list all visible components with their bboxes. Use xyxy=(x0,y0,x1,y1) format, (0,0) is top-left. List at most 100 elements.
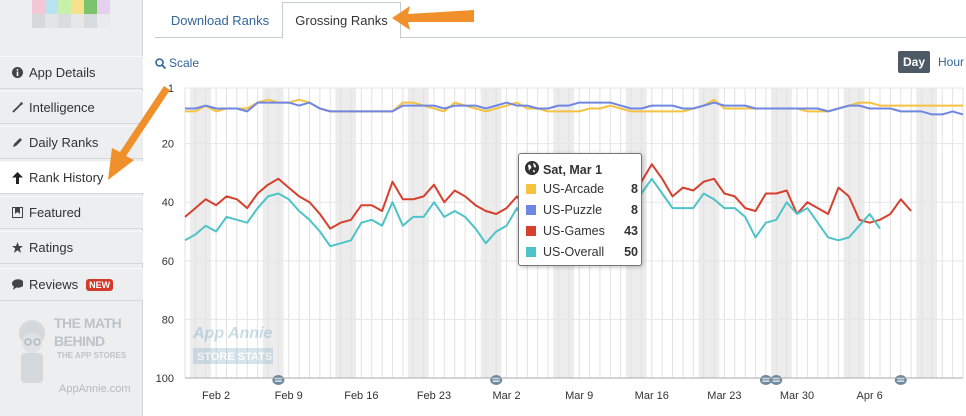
annotation-comment-icon[interactable] xyxy=(770,375,783,385)
annotation-line xyxy=(274,378,282,380)
series-name: US-Arcade xyxy=(543,182,605,196)
annotation-bubble xyxy=(759,375,772,385)
x-tick-label: Mar 2 xyxy=(493,390,521,402)
annotation-bubble xyxy=(770,375,783,385)
annotation-line xyxy=(897,380,905,382)
tutorial-arrow-tabs xyxy=(392,6,474,30)
series-value: 50 xyxy=(624,245,638,259)
legend-swatch xyxy=(526,247,536,257)
sidebar: App Details Intelligence Daily Ranks Ran… xyxy=(0,0,144,416)
y-tick-label: 100 xyxy=(156,373,174,385)
series-name: US-Games xyxy=(543,224,605,238)
annotation-bubble xyxy=(894,375,907,385)
y-tick-label: 1 xyxy=(168,83,174,95)
tutorial-arrow-sidebar xyxy=(108,86,170,180)
series-value: 43 xyxy=(624,224,638,238)
day-button[interactable]: Day xyxy=(898,51,930,73)
sidebar-item-label: Ratings xyxy=(29,240,74,255)
star-icon xyxy=(12,242,23,253)
annotation-line xyxy=(762,380,770,382)
tooltip-row-puzzle: US-Puzzle 8 xyxy=(526,201,638,219)
promo-title-2: BEHIND xyxy=(54,333,105,349)
rank-tabs: Download Ranks Grossing Ranks xyxy=(155,0,966,39)
pencil-icon xyxy=(12,137,23,148)
x-tick-label: Mar 9 xyxy=(565,390,593,402)
promo-banner[interactable]: THE MATH BEHIND THE APP STORES AppAnnie.… xyxy=(12,315,132,400)
annotation-comment-icon[interactable] xyxy=(759,375,772,385)
tooltip-row-games: US-Games 43 xyxy=(526,222,638,240)
rank-history-chart[interactable]: App Annie STORE STATS 1 20 40 60 80 100 Feb 2… xyxy=(155,78,966,416)
x-tick-label: Mar 23 xyxy=(707,390,741,402)
annie-illustration-icon xyxy=(19,320,45,383)
x-tick-label: Feb 9 xyxy=(275,390,303,402)
y-tick-label: 80 xyxy=(162,314,174,326)
series-value: 8 xyxy=(631,203,638,217)
y-axis-ticks: 1 20 40 60 80 100 xyxy=(156,83,174,385)
y-tick-label: 20 xyxy=(162,139,174,151)
series-name: US-Puzzle xyxy=(543,203,603,217)
comment-icon xyxy=(12,279,23,290)
sidebar-item-app-details[interactable]: App Details xyxy=(0,56,143,89)
annotation-bubble xyxy=(272,375,285,385)
hour-button[interactable]: Hour xyxy=(938,55,965,69)
sidebar-item-label: Rank History xyxy=(29,170,104,185)
arrow-up-icon xyxy=(12,171,23,184)
sidebar-item-label: Daily Ranks xyxy=(29,135,99,150)
annotation-line xyxy=(897,378,905,380)
sidebar-item-rank-history[interactable]: Rank History xyxy=(0,161,144,194)
app-icon[interactable] xyxy=(32,0,110,50)
tab-download-ranks[interactable]: Download Ranks xyxy=(170,12,270,28)
watermark-line1: App Annie xyxy=(192,325,273,342)
annotation-line xyxy=(492,380,500,382)
sidebar-item-label: Intelligence xyxy=(29,100,95,115)
x-axis-ticks: Feb 2 Feb 9 Feb 16 Feb 23 Mar 2 Mar 9 Mar 16 Ma… xyxy=(202,390,883,402)
sidebar-item-ratings[interactable]: Ratings xyxy=(0,231,143,264)
globe-icon xyxy=(525,161,539,175)
zoom-icon xyxy=(155,57,166,69)
y-tick-label: 40 xyxy=(162,197,174,209)
x-tick-label: Mar 16 xyxy=(635,390,669,402)
x-tick-label: Apr 6 xyxy=(856,390,882,402)
annotation-line xyxy=(274,380,282,382)
tooltip-row-overall: US-Overall 50 xyxy=(526,243,638,261)
promo-subtitle: THE APP STORES xyxy=(57,351,127,360)
promo-title: THE MATH xyxy=(54,315,122,331)
new-badge: NEW xyxy=(86,278,114,291)
scale-button[interactable]: Scale xyxy=(155,56,199,70)
tooltip-date: Sat, Mar 1 xyxy=(543,163,603,177)
vertical-gridlines xyxy=(184,88,964,378)
scale-label: Scale xyxy=(169,56,200,70)
series-value: 8 xyxy=(631,182,638,196)
tab-grossing-ranks[interactable]: Grossing Ranks xyxy=(282,2,401,39)
x-tick-label: Mar 30 xyxy=(780,390,814,402)
tooltip-row-arcade: US-Arcade 8 xyxy=(526,180,638,198)
sidebar-item-label: App Details xyxy=(29,65,96,80)
annotation-comment-icon[interactable] xyxy=(272,375,285,385)
annotation-line xyxy=(772,380,780,382)
sidebar-item-featured[interactable]: Featured xyxy=(0,196,143,229)
annotation-line xyxy=(762,378,770,380)
legend-swatch xyxy=(526,205,536,215)
legend-swatch xyxy=(526,226,536,236)
sidebar-item-label: Reviews xyxy=(29,277,79,292)
x-tick-label: Feb 2 xyxy=(202,390,230,402)
promo-brand: AppAnnie.com xyxy=(59,383,131,395)
annotation-line xyxy=(492,378,500,380)
legend-swatch xyxy=(526,184,536,194)
annotation-comment-icon[interactable] xyxy=(490,375,503,385)
bookmark-icon xyxy=(12,207,23,218)
info-icon xyxy=(12,67,23,78)
app-annie-watermark: App Annie STORE STATS xyxy=(192,325,273,364)
annotation-bubble xyxy=(490,375,503,385)
series-line-us-puzzle[interactable] xyxy=(185,101,964,116)
annotation-line xyxy=(772,378,780,380)
sidebar-item-intelligence[interactable]: Intelligence xyxy=(0,91,143,124)
watermark-line2: STORE STATS xyxy=(197,351,272,363)
wand-icon xyxy=(12,102,23,113)
sidebar-item-reviews[interactable]: Reviews NEW xyxy=(0,268,143,301)
series-name: US-Overall xyxy=(543,245,605,259)
y-tick-label: 60 xyxy=(162,256,174,268)
x-tick-label: Feb 16 xyxy=(344,390,378,402)
x-tick-label: Feb 23 xyxy=(417,390,451,402)
annotation-comment-icon[interactable] xyxy=(894,375,907,385)
